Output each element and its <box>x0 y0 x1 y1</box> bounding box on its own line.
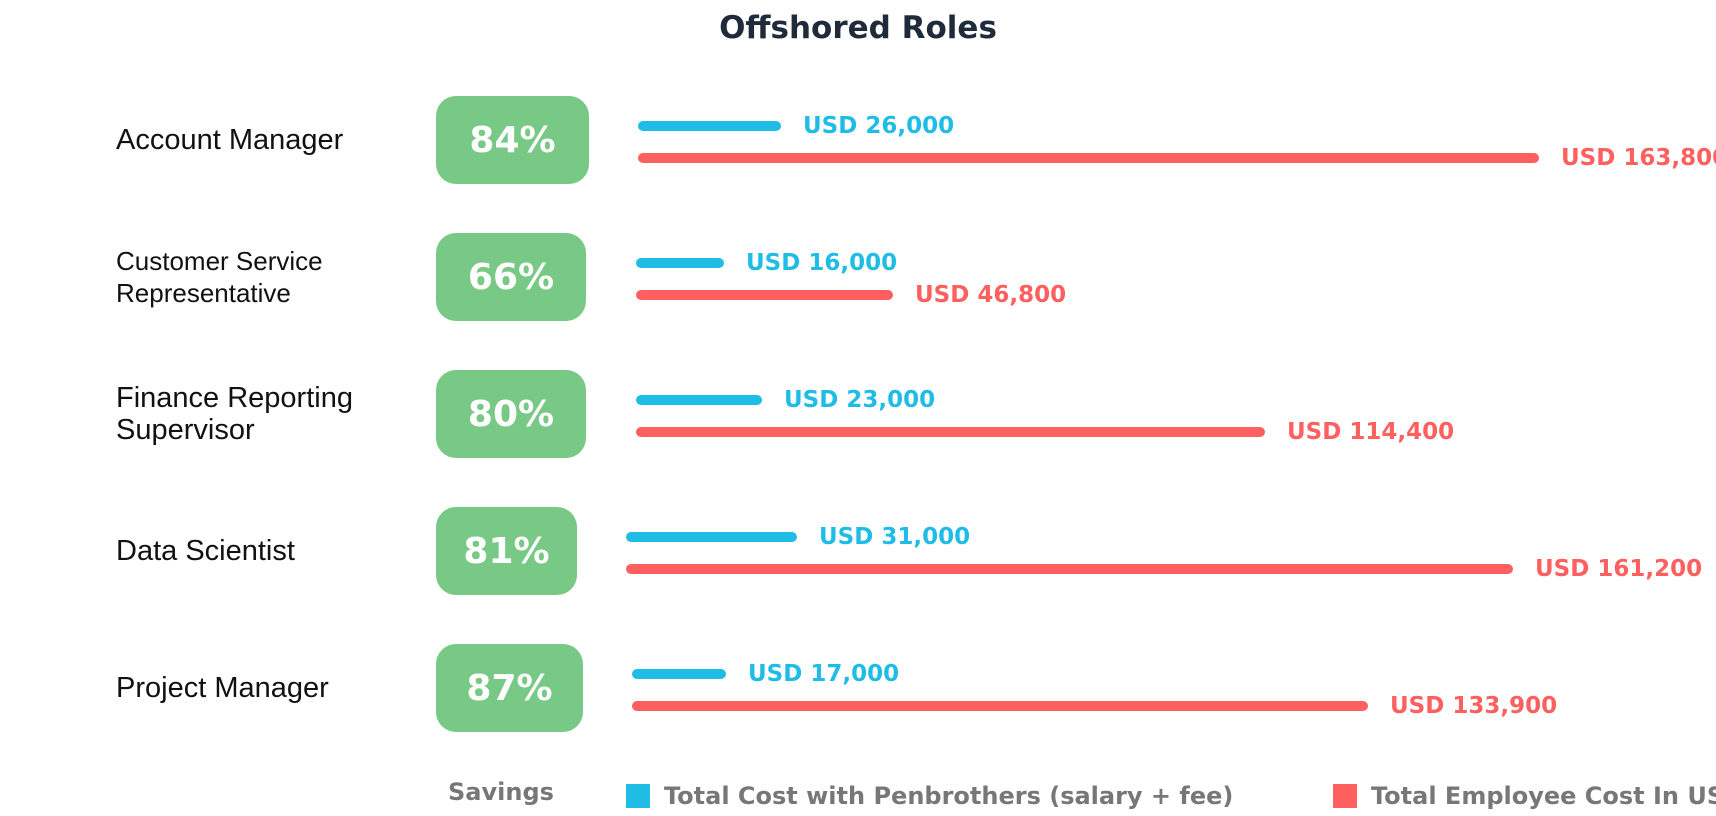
us-cost-bar <box>636 427 1265 437</box>
role-label: Project Manager <box>116 672 329 704</box>
legend-item-penbrothers: Total Cost with Penbrothers (salary + fe… <box>626 782 1233 810</box>
role-label: Customer Service Representative <box>116 246 323 308</box>
role-label: Data Scientist <box>116 535 295 567</box>
legend-swatch-blue <box>626 784 650 808</box>
penbrothers-cost-label: USD 31,000 <box>819 524 971 550</box>
us-cost-label: USD 161,200 <box>1535 556 1703 582</box>
penbrothers-cost-label: USD 16,000 <box>746 250 898 276</box>
penbrothers-cost-bar <box>636 258 724 268</box>
us-cost-bar <box>636 290 893 300</box>
savings-badge: 84% <box>436 96 589 184</box>
penbrothers-cost-bar <box>632 669 726 679</box>
legend-label-us: Total Employee Cost In US <box>1371 782 1716 810</box>
penbrothers-cost-label: USD 17,000 <box>748 661 900 687</box>
legend-label-penbrothers: Total Cost with Penbrothers (salary + fe… <box>664 782 1234 810</box>
penbrothers-cost-bar <box>626 532 797 542</box>
penbrothers-cost-bar <box>636 395 762 405</box>
us-cost-bar <box>626 564 1513 574</box>
savings-badge: 81% <box>436 507 577 595</box>
role-label: Finance Reporting Supervisor <box>116 382 353 446</box>
legend-item-us: Total Employee Cost In US <box>1333 782 1716 810</box>
us-cost-label: USD 46,800 <box>915 282 1067 308</box>
penbrothers-cost-label: USD 26,000 <box>803 113 955 139</box>
penbrothers-cost-bar <box>638 121 781 131</box>
legend-savings-label: Savings <box>448 778 554 806</box>
us-cost-label: USD 163,800 <box>1561 145 1716 171</box>
savings-badge: 87% <box>436 644 583 732</box>
us-cost-bar <box>632 701 1368 711</box>
us-cost-label: USD 114,400 <box>1287 419 1455 445</box>
penbrothers-cost-label: USD 23,000 <box>784 387 936 413</box>
savings-badge: 66% <box>436 233 586 321</box>
us-cost-bar <box>638 153 1539 163</box>
legend-swatch-red <box>1333 784 1357 808</box>
savings-badge: 80% <box>436 370 586 458</box>
chart-title: Offshored Roles <box>719 10 997 46</box>
us-cost-label: USD 133,900 <box>1390 693 1558 719</box>
role-label: Account Manager <box>116 124 344 156</box>
